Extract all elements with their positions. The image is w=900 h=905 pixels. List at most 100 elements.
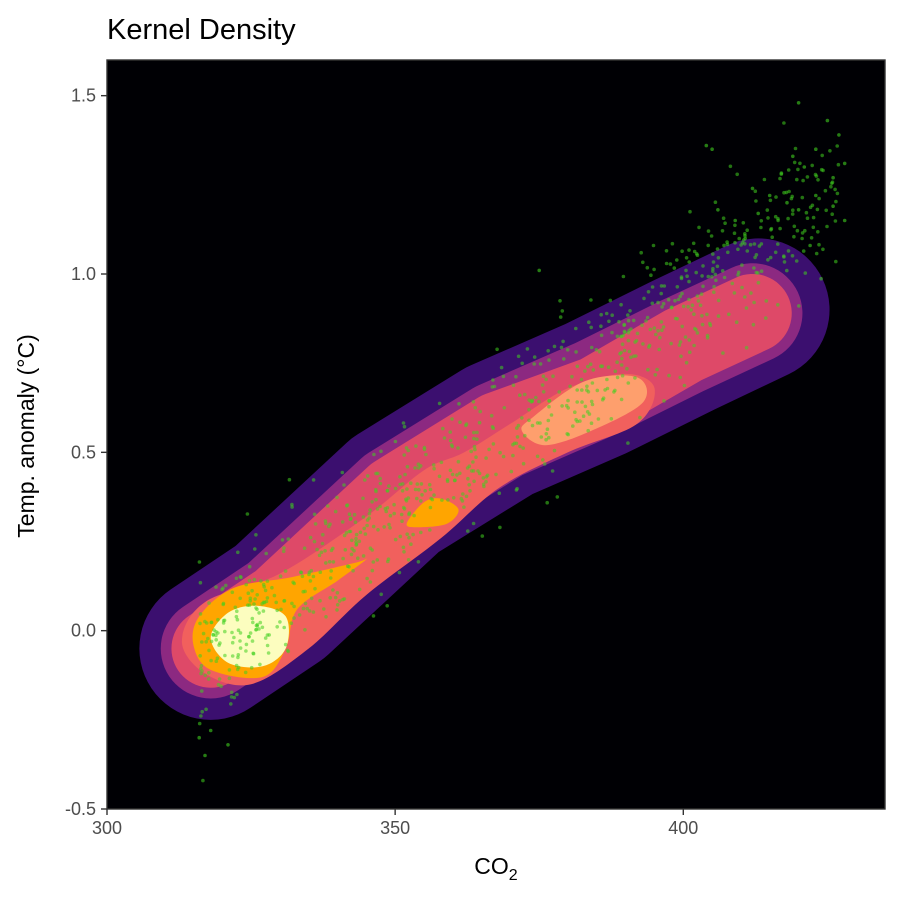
- scatter-point: [819, 276, 823, 281]
- scatter-point: [238, 631, 243, 635]
- scatter-point: [828, 149, 832, 153]
- scatter-point: [319, 550, 324, 555]
- scatter-point: [619, 397, 624, 402]
- scatter-point: [683, 335, 688, 339]
- scatter-point: [464, 422, 469, 426]
- scatter-point: [754, 199, 758, 203]
- scatter-point: [232, 635, 236, 640]
- scatter-point: [308, 535, 313, 540]
- y-tick-label: 1.0: [71, 264, 96, 284]
- scatter-point: [248, 631, 253, 635]
- scatter-point: [297, 613, 302, 617]
- scatter-point: [312, 539, 317, 544]
- scatter-point: [534, 395, 538, 400]
- scatter-point: [679, 354, 683, 359]
- scatter-point: [328, 596, 333, 600]
- scatter-point: [732, 291, 737, 295]
- scatter-point: [541, 458, 545, 462]
- scatter-point: [774, 195, 778, 199]
- scatter-point: [335, 495, 339, 500]
- scatter-point: [255, 593, 259, 597]
- scatter-point: [286, 537, 291, 541]
- scatter-point: [736, 273, 740, 277]
- scatter-point: [254, 533, 258, 537]
- scatter-point: [764, 316, 768, 320]
- scatter-point: [439, 460, 444, 465]
- scatter-point: [509, 469, 514, 474]
- scatter-point: [652, 326, 657, 330]
- scatter-point: [690, 303, 695, 308]
- scatter-point: [586, 364, 590, 369]
- scatter-point: [203, 673, 207, 678]
- scatter-point: [599, 324, 603, 329]
- scatter-point: [372, 452, 376, 457]
- scatter-point: [634, 338, 639, 343]
- scatter-points: [197, 101, 847, 783]
- scatter-point: [235, 692, 239, 697]
- y-tick-label: 1.5: [71, 86, 96, 106]
- scatter-point: [340, 520, 345, 524]
- scatter-point: [831, 175, 835, 180]
- scatter-point: [431, 463, 436, 467]
- scatter-point: [795, 177, 799, 182]
- scatter-point: [409, 481, 413, 486]
- scatter-point: [710, 275, 714, 279]
- scatter-point: [258, 620, 263, 625]
- scatter-point: [393, 537, 398, 542]
- scatter-point: [835, 144, 839, 148]
- scatter-point: [283, 642, 288, 647]
- scatter-point: [365, 576, 369, 581]
- scatter-point: [606, 365, 611, 370]
- scatter-point: [782, 121, 786, 125]
- scatter-point: [743, 295, 747, 299]
- scatter-point: [583, 404, 588, 409]
- scatter-point: [400, 489, 405, 493]
- scatter-point: [684, 360, 689, 365]
- scatter-point: [645, 265, 650, 270]
- scatter-point: [387, 484, 391, 488]
- scatter-point: [530, 423, 535, 428]
- scatter-point: [626, 338, 631, 343]
- scatter-point: [628, 309, 632, 313]
- scatter-point: [323, 549, 327, 553]
- scatter-point: [607, 319, 611, 324]
- scatter-point: [744, 306, 749, 310]
- scatter-point: [768, 255, 773, 260]
- scatter-point: [622, 322, 627, 327]
- scatter-point: [411, 532, 415, 537]
- scatter-point: [358, 530, 363, 535]
- scatter-point: [632, 354, 636, 359]
- scatter-point: [793, 146, 798, 151]
- scatter-point: [398, 475, 402, 479]
- scatter-point: [830, 212, 834, 216]
- scatter-point: [227, 668, 232, 672]
- scatter-point: [424, 452, 428, 457]
- scatter-point: [641, 260, 645, 265]
- scatter-point: [745, 228, 749, 232]
- scatter-point: [404, 497, 408, 502]
- scatter-point: [292, 604, 296, 609]
- scatter-point: [687, 297, 691, 302]
- scatter-point: [203, 753, 207, 758]
- scatter-point: [303, 628, 307, 632]
- scatter-point: [403, 472, 407, 477]
- scatter-point: [257, 627, 261, 631]
- scatter-point: [817, 196, 821, 201]
- scatter-point: [574, 326, 578, 331]
- scatter-point: [236, 550, 240, 555]
- scatter-point: [351, 568, 355, 573]
- scatter-point: [324, 561, 328, 565]
- scatter-point: [762, 177, 767, 182]
- scatter-point: [725, 240, 729, 244]
- scatter-point: [515, 486, 519, 491]
- scatter-point: [516, 423, 521, 428]
- scatter-point: [694, 327, 698, 332]
- scatter-point: [821, 168, 825, 173]
- scatter-point: [705, 312, 709, 317]
- scatter-point: [532, 355, 537, 359]
- scatter-point: [790, 194, 794, 199]
- scatter-point: [737, 236, 741, 241]
- scatter-point: [730, 281, 735, 286]
- scatter-point: [219, 684, 223, 688]
